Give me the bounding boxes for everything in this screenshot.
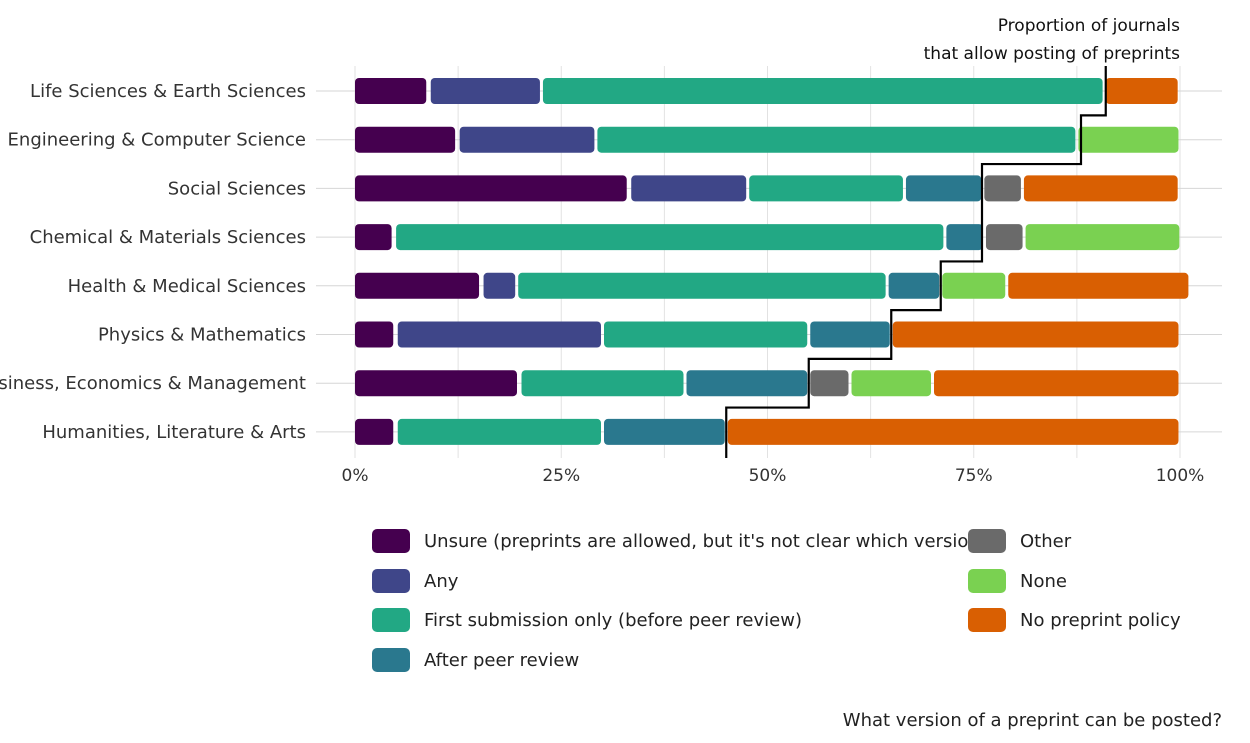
bar-segment: [396, 224, 944, 251]
stacked-bar-chart: Life Sciences & Earth Sciences Engineerin…: [0, 16, 1222, 486]
bar-segment: [597, 126, 1076, 153]
category-label: Health & Medical Sciences: [68, 276, 306, 297]
legend-label: Any: [424, 570, 459, 592]
bar-segment: [1105, 78, 1178, 104]
bar-segment: [355, 175, 627, 202]
category-label: Chemical & Materials Sciences: [30, 227, 306, 248]
bar-segment: [355, 224, 392, 251]
x-tick-label: 75%: [955, 466, 993, 486]
legend-item-other: Other: [968, 528, 1071, 554]
x-tick-label: 100%: [1156, 466, 1205, 486]
bar-segment: [355, 321, 394, 348]
bar-segment: [1023, 175, 1178, 202]
x-axis-ticks: 0% 25% 50% 75% 100%: [342, 466, 1205, 486]
x-tick-label: 0%: [342, 466, 369, 486]
bar-segment: [397, 418, 601, 445]
category-label: Humanities, Literature & Arts: [42, 422, 306, 443]
legend-swatch: [372, 569, 410, 593]
legend-item-none: None: [968, 568, 1067, 594]
bar-segment: [905, 175, 982, 202]
bar-segment: [985, 224, 1023, 251]
legend: Unsure (preprints are allowed, but it's …: [372, 528, 1192, 678]
bar-segment: [355, 126, 456, 153]
category-label: Business, Economics & Management: [0, 373, 306, 394]
legend-swatch: [372, 608, 410, 632]
category-label: Physics & Mathematics: [98, 325, 306, 346]
bar-segment: [1025, 224, 1180, 251]
bar-segment: [851, 370, 931, 397]
legend-swatch: [968, 569, 1006, 593]
bar-segment: [355, 272, 480, 299]
legend-item-any: Any: [372, 568, 458, 594]
bar-segment: [810, 370, 849, 397]
legend-item-after-peer-review: After peer review: [372, 647, 579, 673]
gridlines: [316, 66, 1222, 458]
bar-segment: [888, 272, 940, 299]
bar-segment: [355, 418, 394, 445]
footnote: What version of a preprint can be posted…: [842, 710, 1222, 731]
legend-swatch: [372, 529, 410, 553]
bar-segment: [355, 78, 427, 104]
annotation-line-2: that allow posting of preprints: [924, 44, 1181, 64]
bar-segment: [942, 272, 1006, 299]
legend-item-first-submission: First submission only (before peer revie…: [372, 607, 802, 633]
legend-swatch: [968, 529, 1006, 553]
category-labels: Life Sciences & Earth Sciences Engineerin…: [0, 81, 306, 443]
bar-segment: [542, 78, 1103, 104]
x-tick-label: 25%: [542, 466, 580, 486]
legend-label: Other: [1020, 530, 1072, 552]
bar-segment: [604, 418, 725, 445]
category-label: Social Sciences: [168, 178, 306, 199]
legend-item-unsure: Unsure (preprints are allowed, but it's …: [372, 528, 987, 554]
legend-label: After peer review: [424, 649, 580, 671]
bar-segment: [686, 370, 808, 397]
annotation-line-1: Proportion of journals: [998, 16, 1180, 36]
legend-label: First submission only (before peer revie…: [424, 609, 802, 631]
bar-segment: [518, 272, 886, 299]
bar-segment: [892, 321, 1179, 348]
allow-proportion-line: [725, 66, 1107, 458]
category-label: Engineering & Computer Science: [8, 130, 306, 151]
bar-segment: [946, 224, 983, 251]
bar-segment: [430, 78, 540, 104]
category-label: Life Sciences & Earth Sciences: [30, 81, 306, 102]
bars: [355, 78, 1189, 445]
bar-segment: [1078, 126, 1179, 153]
bar-segment: [521, 370, 684, 397]
bar-segment: [604, 321, 808, 348]
bar-segment: [934, 370, 1179, 397]
bar-segment: [984, 175, 1021, 202]
x-tick-label: 50%: [749, 466, 787, 486]
legend-swatch: [372, 648, 410, 672]
bar-segment: [749, 175, 903, 202]
bar-segment: [727, 418, 1179, 445]
legend-swatch: [968, 608, 1006, 632]
bar-segment: [810, 321, 890, 348]
bar-segment: [1008, 272, 1189, 299]
legend-label: No preprint policy: [1020, 609, 1181, 631]
legend-label: Unsure (preprints are allowed, but it's …: [424, 530, 987, 552]
legend-label: None: [1020, 570, 1067, 592]
legend-item-no-preprint-policy: No preprint policy: [968, 607, 1181, 633]
bar-segment: [631, 175, 747, 202]
bar-segment: [355, 370, 517, 397]
bar-segment: [459, 126, 595, 153]
bar-segment: [397, 321, 601, 348]
bar-segment: [483, 272, 516, 299]
